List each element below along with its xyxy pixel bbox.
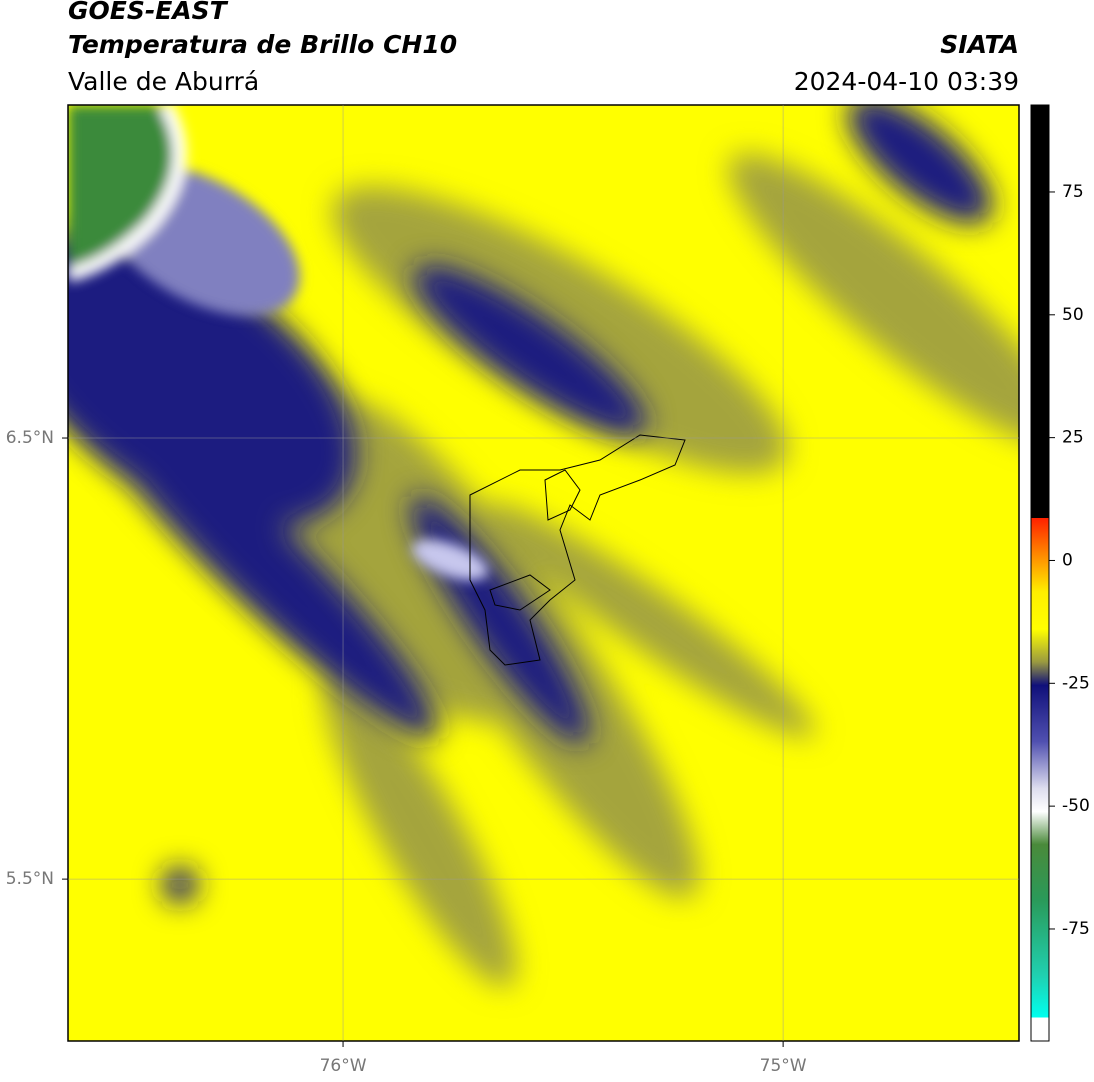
map-frame (67, 104, 1020, 1042)
colorbar-label: -50 (1062, 796, 1090, 816)
colorbar-label: -75 (1062, 919, 1090, 939)
boundaries (469, 434, 686, 666)
subtitle: Temperatura de Brillo CH10 (68, 30, 457, 59)
colorbar-label: 25 (1062, 428, 1084, 448)
title: GOES-EAST (68, 0, 229, 25)
colorbar-label: 0 (1062, 550, 1073, 570)
satellite-image (68, 105, 1019, 1041)
colorbar-label: -25 (1062, 673, 1090, 693)
region: Valle de Aburrá (68, 67, 259, 96)
lat-label: 5.5°N (6, 869, 54, 889)
lon-label: 75°W (760, 1056, 807, 1076)
lat-label: 6.5°N (6, 428, 54, 448)
colorbar-label: 75 (1062, 182, 1084, 202)
colorbar (1030, 104, 1050, 1042)
lon-label: 76°W (320, 1056, 367, 1076)
datetime: 2024-04-10 03:39 (794, 67, 1019, 96)
source: SIATA (940, 30, 1019, 59)
colorbar-label: 50 (1062, 305, 1084, 325)
